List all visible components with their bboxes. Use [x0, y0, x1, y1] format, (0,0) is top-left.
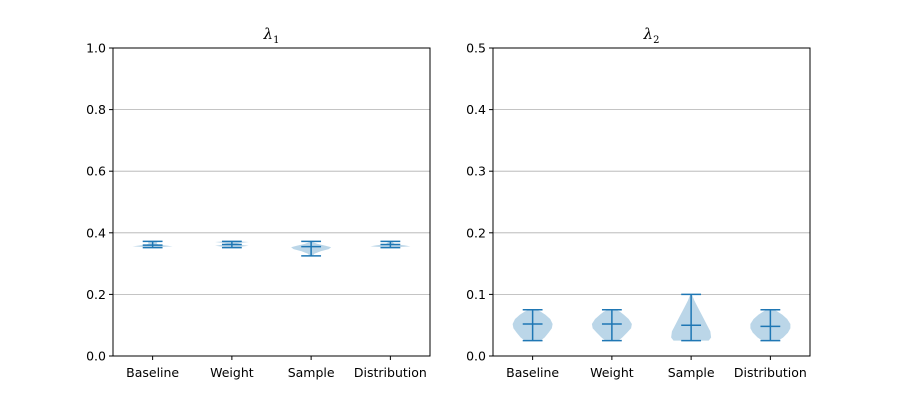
y-tick-label: 0.3 — [466, 164, 486, 179]
x-axis: Baseline Weight Sample Distribution — [506, 356, 807, 380]
x-tick-label: Distribution — [354, 365, 427, 380]
y-gridlines — [113, 109, 430, 295]
y-tick-label: 0.8 — [86, 102, 106, 117]
violin-distribution — [370, 240, 411, 249]
x-tick-label: Sample — [668, 365, 715, 380]
x-tick-label: Distribution — [734, 365, 807, 380]
x-axis: Baseline Weight Sample Distribution — [126, 356, 427, 380]
violin-distribution — [750, 309, 791, 342]
y-tick-label: 0.0 — [466, 349, 486, 364]
y-tick-label: 0.6 — [86, 164, 106, 179]
violins — [132, 240, 411, 257]
title-subscript: 1 — [273, 35, 279, 46]
y-tick-label: 0.4 — [466, 102, 486, 117]
violin-sample — [671, 293, 712, 342]
violins — [512, 293, 791, 342]
title-subscript: 2 — [653, 35, 659, 46]
y-axis: 0.0 0.2 0.4 0.6 0.8 1.0 — [86, 41, 113, 364]
panel-title: λ1 — [263, 25, 280, 46]
x-tick-label: Weight — [590, 365, 634, 380]
violin-weight — [215, 240, 249, 249]
violin-sample — [291, 240, 332, 257]
axes-frame — [112, 47, 431, 357]
y-tick-label: 0.1 — [466, 287, 486, 302]
title-symbol: λ — [263, 25, 274, 43]
y-tick-label: 0.0 — [86, 349, 106, 364]
x-tick-label: Sample — [288, 365, 335, 380]
y-tick-label: 1.0 — [86, 41, 106, 56]
title-symbol: λ — [643, 25, 654, 43]
x-tick-label: Weight — [210, 365, 254, 380]
violin-baseline — [132, 240, 173, 249]
y-gridlines — [493, 109, 810, 295]
panel-lambda-1: 0.0 0.2 0.4 0.6 0.8 1.0 Baseline Weight Sample D… — [86, 25, 431, 380]
x-tick-label: Baseline — [506, 365, 559, 380]
panel-title: λ2 — [643, 25, 660, 46]
y-tick-label: 0.2 — [86, 287, 106, 302]
y-axis: 0.0 0.1 0.2 0.3 0.4 0.5 — [466, 41, 493, 364]
violin-baseline — [512, 309, 553, 342]
violin-weight — [591, 309, 632, 342]
y-tick-label: 0.2 — [466, 225, 486, 240]
y-tick-label: 0.5 — [466, 41, 486, 56]
axes-frame — [492, 47, 811, 357]
x-tick-label: Baseline — [126, 365, 179, 380]
y-tick-label: 0.4 — [86, 225, 106, 240]
panel-lambda-2: 0.0 0.1 0.2 0.3 0.4 0.5 Baseline Weight Sample D… — [466, 25, 811, 380]
